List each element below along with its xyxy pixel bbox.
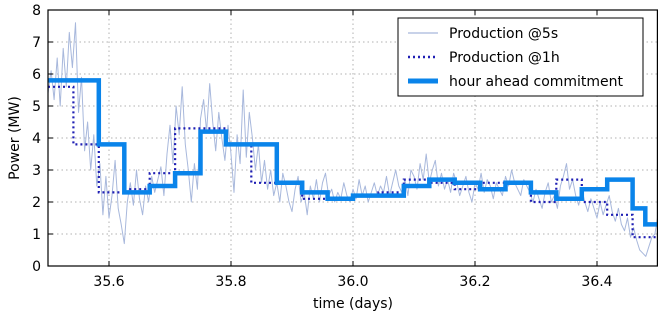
- x-axis-label: time (days): [313, 296, 393, 312]
- x-tick-label: 35.8: [215, 274, 246, 290]
- x-tick-label: 36.4: [581, 274, 612, 290]
- y-tick-label: 0: [32, 259, 41, 275]
- y-tick-label: 5: [32, 99, 41, 115]
- series-hour-ahead-commitment: [48, 78, 658, 227]
- legend-box: [397, 17, 644, 97]
- y-axis-label: Power (MW): [7, 96, 23, 180]
- y-tick-label: 2: [32, 195, 41, 211]
- y-tick-label: 4: [32, 131, 41, 147]
- legend-label-production-5s: Production @5s: [449, 26, 558, 42]
- x-tick-label: 36.2: [459, 274, 490, 290]
- series-layer: [47, 22, 658, 257]
- legend-label-hour-ahead-commitment: hour ahead commitment: [449, 74, 624, 90]
- x-tick-label: 36.0: [337, 274, 368, 290]
- y-tick-label: 3: [32, 163, 41, 179]
- x-tick-label: 35.6: [93, 274, 124, 290]
- axis-ticks: 35.6 35.8 36.0 36.2 36.4 0 1 2 3 4 5 6 7 8: [32, 3, 613, 290]
- legend-label-production-1h: Production @1h: [449, 50, 560, 66]
- y-tick-label: 6: [32, 67, 41, 83]
- y-tick-label: 7: [32, 35, 41, 51]
- legend: Production @5s Production @1h hour ahead…: [397, 17, 644, 97]
- y-tick-label: 8: [32, 3, 41, 19]
- y-tick-label: 1: [32, 227, 41, 243]
